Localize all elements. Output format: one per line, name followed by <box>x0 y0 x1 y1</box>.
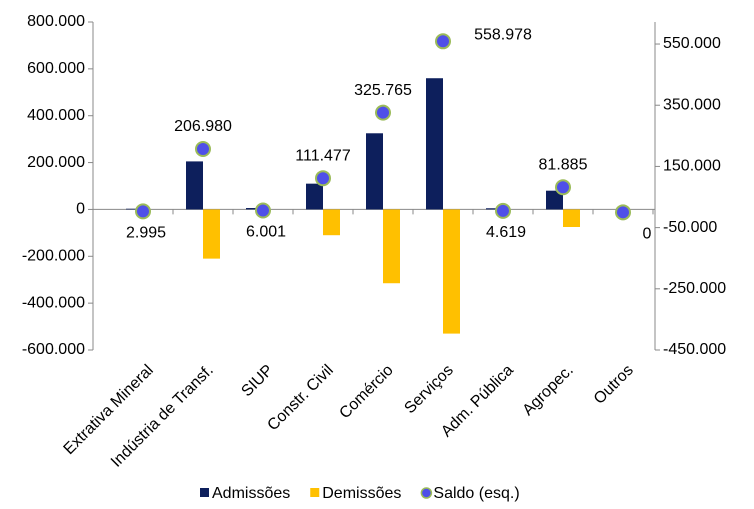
data-label: 81.885 <box>539 156 588 173</box>
point <box>255 202 271 219</box>
y2-tick-label: -50.000 <box>663 219 717 236</box>
point <box>315 170 331 187</box>
legend-swatch <box>310 488 320 497</box>
point <box>195 140 211 157</box>
bar <box>486 208 503 210</box>
y2-tick-label: 350.000 <box>663 96 721 113</box>
bar <box>306 183 323 210</box>
x-tick-label: Agropec. <box>520 362 577 419</box>
legend-label: Admissões <box>212 485 290 502</box>
y2-tick-label: 550.000 <box>663 35 721 52</box>
y-tick-label: 800.000 <box>27 13 85 30</box>
data-label: 0 <box>643 226 652 243</box>
y-tick-label: 200.000 <box>27 154 85 171</box>
bar <box>186 161 203 210</box>
x-tick-label: Indústria de Transf. <box>108 362 217 471</box>
y-tick-label: 600.000 <box>27 60 85 77</box>
bar <box>246 208 263 210</box>
point <box>615 204 631 221</box>
y2-tick-label: 150.000 <box>663 158 721 175</box>
data-label: 206.980 <box>174 118 232 135</box>
legend-swatch <box>420 487 433 499</box>
legend-label: Demissões <box>322 485 401 502</box>
y-tick-label: -600.000 <box>22 341 85 358</box>
y-tick-label: 0 <box>76 201 85 218</box>
x-tick-label: Serviços <box>401 362 456 417</box>
legend-swatch <box>200 488 209 497</box>
point <box>135 203 151 220</box>
y2-tick-label: -450.000 <box>663 341 726 358</box>
point <box>495 202 511 219</box>
bar <box>366 133 383 210</box>
data-label: 2.995 <box>126 225 166 242</box>
bar <box>426 78 443 210</box>
bar <box>563 209 580 227</box>
bar <box>546 190 563 210</box>
data-label: 111.477 <box>295 147 351 164</box>
bar <box>126 208 143 210</box>
data-label: 4.619 <box>486 224 526 241</box>
data-label: 6.001 <box>246 224 286 241</box>
x-tick-label: Outros <box>591 362 637 408</box>
point <box>435 33 451 50</box>
y-tick-label: 400.000 <box>27 107 85 124</box>
y-tick-label: -400.000 <box>22 294 85 311</box>
bar <box>323 209 340 236</box>
point <box>555 179 571 196</box>
y-tick-label: -200.000 <box>22 248 85 265</box>
bar <box>203 209 220 259</box>
x-tick-label: Comércio <box>336 362 397 423</box>
bar <box>383 209 400 284</box>
bar <box>443 209 460 334</box>
x-tick-label: SIUP <box>238 362 276 400</box>
legend-label: Saldo (esq.) <box>433 485 519 502</box>
point <box>375 104 391 121</box>
data-label: 325.765 <box>354 82 412 99</box>
data-label: 558.978 <box>474 27 532 44</box>
y2-tick-label: -250.000 <box>663 280 726 297</box>
